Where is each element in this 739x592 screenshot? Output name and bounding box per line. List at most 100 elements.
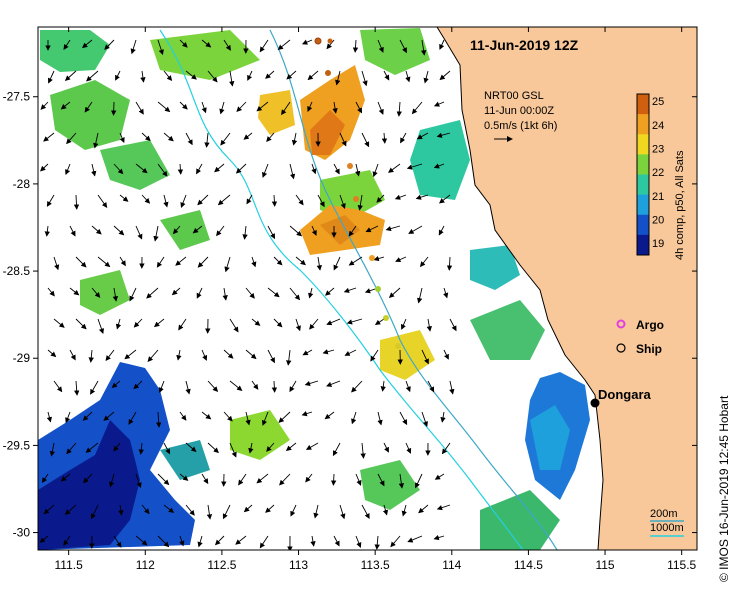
current-vector (216, 225, 225, 237)
current-vector (85, 442, 99, 453)
current-vector (411, 101, 423, 115)
current-vector (271, 380, 278, 393)
colorbar-segment (637, 174, 649, 196)
x-axis: 111.5 112 112.5 113 113.5 114 114.5 115 115.5 (55, 27, 697, 572)
current-vector (64, 70, 77, 81)
current-vector (372, 163, 379, 178)
sst-patch-green-mid (100, 140, 170, 190)
current-vector (332, 101, 338, 114)
current-vector (433, 101, 445, 107)
colorbar-tick-label: 24 (652, 120, 664, 132)
current-vector (222, 287, 228, 301)
sst-patch-green-sc (230, 410, 290, 460)
colorbar-segment (637, 234, 649, 256)
current-vector (243, 132, 253, 140)
depth-1000-label: 1000m (650, 522, 684, 534)
current-vector (163, 194, 169, 208)
current-vector (267, 287, 280, 298)
current-vector (267, 225, 276, 240)
argo-floats (314, 37, 401, 349)
current-vector (406, 163, 423, 170)
sst-patch-cold-sw-inner (38, 420, 140, 550)
current-vector (119, 256, 126, 267)
current-vector (256, 101, 269, 112)
current-vector (426, 318, 432, 332)
colorbar-segment (637, 154, 649, 175)
argo-float (347, 163, 353, 169)
current-vector (229, 318, 239, 333)
current-vector (376, 194, 385, 203)
current-vector (307, 101, 313, 112)
current-vector (385, 225, 401, 232)
sst-patch-green-coast (470, 300, 545, 360)
current-vector (163, 132, 174, 142)
current-vector (63, 39, 71, 50)
current-vector (69, 225, 76, 237)
current-vector (75, 256, 87, 268)
colorbar-segment (637, 114, 649, 135)
current-vector (348, 225, 357, 237)
argo-float (369, 255, 375, 261)
current-vector (238, 473, 247, 486)
current-vector (245, 287, 255, 299)
current-vector (407, 535, 423, 543)
current-vector (133, 318, 143, 328)
current-vector (308, 287, 314, 299)
current-vector (388, 287, 401, 298)
argo-float (325, 70, 331, 76)
current-vector (180, 194, 187, 208)
current-vector (207, 442, 219, 454)
current-vector (44, 225, 50, 237)
current-vector (197, 535, 203, 548)
credit-text: © IMOS 16-Jun-2019 12:45 Hobart (717, 395, 731, 582)
current-info-line3: 0.5m/s (1kt 6h) (484, 120, 557, 132)
current-vector (163, 504, 175, 514)
current-vector (47, 287, 55, 297)
current-vector (93, 132, 99, 149)
current-vector (309, 318, 319, 330)
current-vector (185, 70, 197, 80)
current-vector (185, 380, 191, 395)
current-vector (262, 163, 269, 178)
current-vector (156, 256, 165, 268)
current-vector (47, 70, 55, 84)
current-vector (222, 504, 231, 520)
current-vector (289, 163, 296, 180)
current-vector (104, 39, 115, 50)
y-tick-label: -28.5 (3, 264, 31, 278)
current-vector (273, 256, 283, 266)
current-vector (172, 225, 181, 235)
current-vector (408, 225, 423, 234)
y-tick-label: -28 (13, 177, 31, 191)
current-vector (355, 163, 361, 177)
current-vector (377, 39, 384, 53)
argo-float (314, 37, 322, 45)
current-vector (324, 287, 335, 296)
current-vector (355, 473, 362, 486)
current-vector (201, 101, 207, 114)
current-vector (333, 256, 341, 271)
current-vector (355, 101, 362, 114)
sst-patch-green-w2 (160, 210, 210, 250)
current-vector (427, 380, 435, 393)
current-vector (438, 194, 451, 204)
current-vector (235, 163, 247, 174)
current-vector (217, 194, 231, 206)
colorbar-segment (637, 94, 649, 115)
current-vector (207, 380, 219, 392)
current-vector (214, 163, 225, 173)
current-vector (185, 132, 193, 146)
argo-float (327, 38, 333, 44)
current-vector (229, 70, 235, 87)
current-vector (441, 442, 451, 455)
current-vector (415, 473, 423, 489)
current-vector (420, 39, 427, 56)
current-vector (206, 504, 213, 520)
current-vector (236, 101, 247, 113)
map-title: 11-Jun-2019 12Z (470, 37, 579, 53)
current-vector (267, 349, 275, 364)
current-vector (295, 194, 304, 206)
x-tick-label: 112.5 (207, 558, 236, 572)
current-vector (207, 70, 218, 83)
dongara-marker (590, 398, 600, 408)
